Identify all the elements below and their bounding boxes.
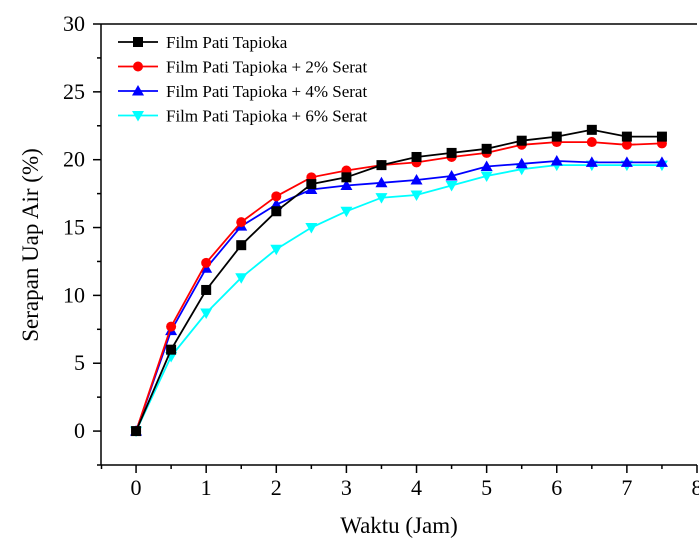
x-tick-label: 4 — [411, 475, 422, 500]
series-4 — [130, 160, 668, 438]
data-point-triangle-down — [340, 206, 353, 218]
data-point-circle — [201, 257, 212, 268]
legend-item: Film Pati Tapioka + 2% Serat — [118, 58, 367, 77]
x-tick-label: 6 — [551, 475, 562, 500]
y-tick-label: 15 — [63, 215, 85, 240]
legend-item: Film Pati Tapioka + 4% Serat — [118, 82, 367, 101]
y-tick-label: 20 — [63, 147, 85, 172]
legend-item: Film Pati Tapioka + 6% Serat — [118, 107, 367, 126]
data-point-square — [586, 124, 597, 135]
y-tick-label: 25 — [63, 79, 85, 104]
data-point-triangle-up — [515, 157, 528, 169]
data-point-square — [341, 172, 352, 183]
data-point-square — [166, 344, 177, 355]
y-tick-label: 5 — [74, 350, 85, 375]
data-point-square — [236, 240, 247, 251]
x-tick-label: 5 — [481, 475, 492, 500]
series-line — [135, 160, 662, 432]
data-point-triangle-up — [340, 179, 353, 190]
legend-label: Film Pati Tapioka + 2% Serat — [166, 58, 367, 77]
legend-item: Film Pati Tapioka — [118, 33, 288, 52]
data-point-triangle-down — [410, 190, 423, 201]
data-point-square — [306, 179, 317, 190]
x-tick-label: 3 — [341, 475, 352, 500]
data-point-square — [551, 131, 562, 142]
data-point-triangle-up — [585, 156, 598, 167]
data-point-square — [201, 284, 212, 295]
data-point-triangle-down — [235, 273, 248, 284]
data-point-square — [271, 206, 282, 217]
data-point-square — [376, 160, 387, 171]
y-axis-ticks: 0 5 10 15 20 25 30 — [63, 11, 101, 466]
series-line — [135, 164, 662, 432]
data-point-triangle-down — [305, 223, 318, 234]
data-point-square — [131, 426, 142, 437]
y-tick-label: 0 — [74, 418, 85, 443]
data-point-triangle-up — [445, 169, 458, 181]
series-line — [135, 128, 662, 432]
data-point-circle — [621, 139, 632, 150]
data-point-triangle-up — [410, 174, 423, 185]
y-tick-label: 30 — [63, 11, 85, 36]
data-point-circle — [586, 137, 597, 148]
data-point-triangle-down — [375, 193, 388, 204]
series-layer — [130, 124, 668, 438]
x-tick-label: 7 — [621, 475, 632, 500]
series-1 — [131, 124, 667, 437]
data-point-square — [133, 37, 143, 47]
data-point-triangle-up — [620, 156, 633, 167]
data-point-square — [481, 143, 492, 154]
x-tick-label: 8 — [692, 475, 699, 500]
y-tick-label: 10 — [63, 282, 85, 307]
data-point-triangle-up — [132, 85, 144, 96]
legend-label: Film Pati Tapioka + 6% Serat — [166, 107, 367, 126]
x-tick-label: 2 — [271, 475, 282, 500]
x-tick-label: 0 — [131, 475, 142, 500]
data-point-square — [516, 135, 527, 146]
data-point-circle — [133, 61, 143, 72]
data-point-square — [446, 147, 457, 158]
data-point-triangle-up — [375, 176, 388, 188]
data-point-triangle-down — [132, 111, 144, 122]
x-tick-label: 1 — [201, 475, 212, 500]
data-point-square — [656, 131, 667, 142]
data-point-triangle-down — [480, 171, 493, 182]
data-point-triangle-down — [445, 180, 458, 192]
data-point-square — [621, 131, 632, 142]
x-axis-title: Waktu (Jam) — [340, 513, 458, 538]
data-point-square — [411, 151, 422, 162]
legend-label: Film Pati Tapioka + 4% Serat — [166, 82, 367, 101]
data-point-circle — [271, 191, 282, 202]
data-point-triangle-down — [270, 244, 283, 256]
legend: Film Pati Tapioka Film Pati Tapioka + 2% … — [118, 33, 367, 126]
data-point-circle — [166, 321, 177, 332]
series-line — [135, 141, 662, 432]
data-point-circle — [236, 217, 247, 228]
legend-label: Film Pati Tapioka — [166, 33, 288, 52]
plot-frame — [100, 23, 697, 466]
x-axis-ticks: 0 1 2 3 4 5 6 7 8 — [100, 465, 699, 500]
data-point-triangle-up — [480, 160, 493, 171]
data-point-triangle-down — [200, 308, 213, 320]
data-point-triangle-up — [550, 155, 563, 166]
data-point-triangle-up — [655, 156, 668, 167]
y-axis-title: Serapan Uap Air (%) — [18, 148, 43, 342]
